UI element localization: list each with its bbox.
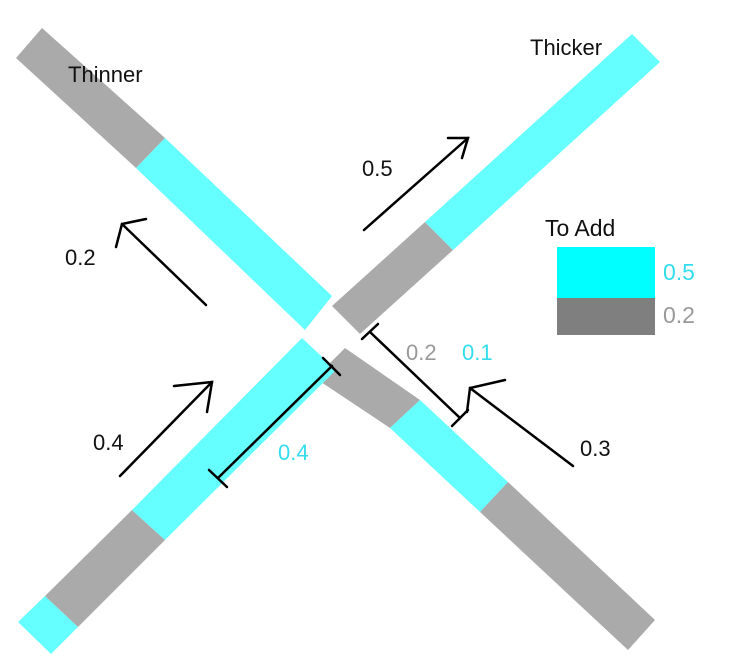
- measure-label-left: 0.4: [278, 440, 309, 465]
- bar-down-grey-bottom: [480, 482, 655, 650]
- legend-swatch-grey: [557, 298, 655, 335]
- arrow-label-0-2: 0.2: [65, 245, 96, 270]
- bar-down-grey-center: [315, 348, 420, 428]
- diagonal-bar-up: [18, 34, 660, 654]
- measure-bracket-right: [360, 322, 470, 428]
- arrow-label-0-4: 0.4: [93, 430, 124, 455]
- arrow-up-right-top: [362, 136, 470, 232]
- measure-bracket-left: [207, 356, 342, 489]
- bar-down-grey-top: [16, 28, 165, 168]
- arrows: [114, 136, 575, 478]
- bar-up-cyan-bottom: [18, 596, 78, 654]
- arrow-up-left: [114, 217, 208, 307]
- bar-down-cyan-lower: [390, 400, 508, 512]
- measure-label-right-cyan: 0.1: [462, 340, 493, 365]
- bar-up-grey-center: [332, 222, 453, 334]
- arrow-lower-right: [465, 378, 575, 468]
- legend-label-grey: 0.2: [663, 302, 695, 328]
- bar-up-cyan-upper: [425, 34, 660, 250]
- bar-down-cyan-upper: [136, 138, 332, 330]
- arrow-label-0-5: 0.5: [362, 156, 393, 181]
- arrow-up-right-bottom: [118, 380, 214, 478]
- bar-up-cyan-lower: [132, 338, 336, 540]
- legend-title: To Add: [545, 215, 615, 241]
- legend: To Add 0.5 0.2: [545, 215, 695, 335]
- legend-swatch-cyan: [557, 247, 655, 298]
- arrow-label-0-3: 0.3: [580, 436, 611, 461]
- thicker-label: Thicker: [530, 35, 602, 60]
- bar-up-grey-lower: [45, 510, 165, 627]
- thinner-label: Thinner: [68, 62, 143, 87]
- legend-label-cyan: 0.5: [663, 259, 695, 285]
- diagonal-bar-down: [16, 28, 655, 650]
- measure-label-right-grey: 0.2: [406, 340, 437, 365]
